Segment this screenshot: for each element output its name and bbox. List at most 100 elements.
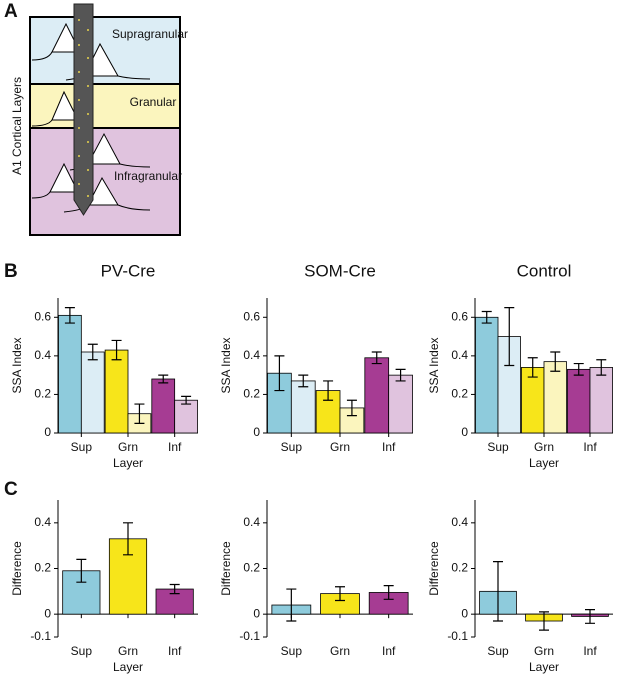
x-tick-label: Grn: [118, 440, 138, 454]
bar: [104, 349, 129, 434]
x-axis-label: Layer: [529, 660, 559, 674]
y-tick-label: 0.6: [451, 309, 468, 323]
x-tick-label: Inf: [583, 644, 597, 658]
error-bar: [493, 561, 503, 622]
y-axis-label: Difference: [10, 541, 24, 596]
y-axis-label: Difference: [219, 541, 233, 596]
error-bar: [181, 395, 192, 405]
y-tick-label: 0.6: [34, 309, 51, 323]
y-tick-label: 0: [253, 606, 260, 620]
x-axis-label: Layer: [113, 456, 143, 470]
error-bar: [323, 380, 334, 401]
bar: [151, 378, 176, 434]
y-tick-label: 0.2: [451, 561, 468, 575]
x-tick-label: Sup: [487, 440, 509, 454]
y-tick-label: 0.4: [451, 515, 468, 529]
x-tick-label: Grn: [534, 644, 554, 658]
x-tick-label: Sup: [71, 644, 93, 658]
error-bar: [539, 611, 549, 631]
bar: [567, 368, 591, 434]
bar: [364, 357, 390, 434]
error-bar: [585, 609, 595, 624]
y-tick-label: 0.2: [243, 387, 260, 401]
x-tick-label: Sup: [281, 440, 303, 454]
bar: [80, 351, 105, 434]
chart-title: Control: [517, 261, 572, 280]
layer-label: Granular: [130, 95, 177, 109]
error-bar: [158, 374, 169, 384]
y-tick-label: 0.6: [243, 309, 260, 323]
y-tick-label: 0.4: [243, 515, 260, 529]
y-tick-label: -0.1: [447, 629, 468, 643]
bar: [58, 314, 82, 434]
error-bar: [76, 558, 87, 583]
chart-title: PV-Cre: [101, 261, 156, 280]
error-bar: [286, 588, 297, 622]
bar: [543, 361, 567, 434]
y-tick-label: 0.4: [34, 515, 51, 529]
y-tick-label: 0: [44, 425, 51, 439]
axis-label: A1 Cortical Layers: [10, 77, 24, 175]
y-axis-label: SSA Index: [10, 337, 24, 393]
y-tick-label: 0.2: [243, 561, 260, 575]
error-bar: [481, 310, 492, 324]
error-bar: [64, 307, 75, 324]
y-tick-label: 0: [253, 425, 260, 439]
bar: [290, 380, 316, 434]
y-tick-label: -0.1: [30, 629, 51, 643]
error-bar: [335, 586, 345, 602]
x-axis-label: Layer: [529, 456, 559, 470]
x-tick-label: Grn: [330, 644, 350, 658]
panel-label: C: [4, 479, 18, 500]
error-bar: [123, 522, 133, 556]
chart-title: SOM-Cre: [304, 261, 376, 280]
error-bar: [346, 399, 357, 417]
x-tick-label: Inf: [168, 644, 182, 658]
y-tick-label: 0: [44, 606, 51, 620]
y-axis-label: SSA Index: [219, 337, 233, 393]
layer-diagram: [29, 3, 181, 236]
x-tick-label: Inf: [583, 440, 597, 454]
error-bar: [298, 374, 309, 388]
error-bar: [527, 357, 538, 378]
bar: [589, 367, 613, 434]
error-bar: [573, 362, 584, 376]
y-tick-label: 0.2: [34, 387, 51, 401]
bar: [388, 374, 413, 434]
y-tick-label: 0.4: [451, 348, 468, 362]
x-tick-label: Inf: [382, 440, 396, 454]
x-axis-label: Layer: [113, 660, 143, 674]
error-bar: [87, 343, 98, 361]
error-bar: [504, 307, 515, 367]
y-tick-label: -0.1: [239, 629, 260, 643]
panel-label: B: [4, 261, 18, 282]
bar: [174, 399, 198, 434]
error-bar: [383, 585, 394, 600]
x-tick-label: Grn: [118, 644, 138, 658]
x-tick-label: Grn: [534, 440, 554, 454]
error-bar: [550, 351, 561, 372]
y-tick-label: 0: [461, 425, 468, 439]
error-bar: [274, 355, 285, 392]
x-tick-label: Inf: [168, 440, 182, 454]
x-tick-label: Sup: [487, 644, 509, 658]
error-bar: [596, 359, 607, 376]
error-bar: [371, 351, 382, 365]
x-tick-label: Sup: [281, 644, 303, 658]
y-tick-label: 0.2: [34, 561, 51, 575]
error-bar: [111, 339, 122, 361]
layer-label: Infragranular: [114, 169, 182, 183]
error-bar: [134, 403, 145, 424]
error-bar: [395, 368, 406, 382]
y-tick-label: 0.2: [451, 387, 468, 401]
y-tick-label: 0.4: [243, 348, 260, 362]
bar: [475, 316, 499, 434]
y-axis-label: Difference: [427, 541, 441, 596]
y-tick-label: 0.4: [34, 348, 51, 362]
x-tick-label: Grn: [330, 440, 350, 454]
x-tick-label: Inf: [382, 644, 396, 658]
panel-label: A: [4, 1, 18, 22]
x-tick-label: Sup: [71, 440, 93, 454]
error-bar: [169, 583, 180, 595]
